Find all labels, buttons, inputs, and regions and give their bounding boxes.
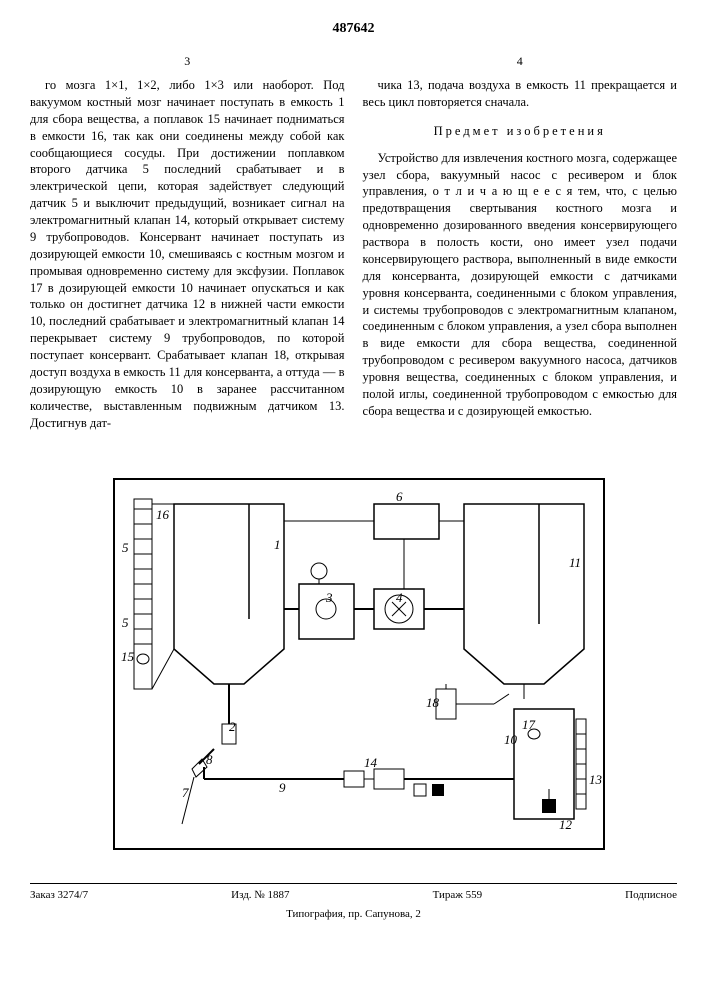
footer-row: Заказ 3274/7 Изд. № 1887 Тираж 559 Подпи… (30, 883, 677, 903)
footer-tirage: Тираж 559 (433, 888, 483, 903)
footer-order: Заказ 3274/7 (30, 888, 88, 903)
text-columns: 3 го мозга 1×1, 1×2, либо 1×3 или наобор… (30, 53, 677, 432)
left-col-num: 3 (30, 53, 345, 69)
svg-text:8: 8 (206, 752, 213, 767)
left-paragraph: го мозга 1×1, 1×2, либо 1×3 или наоборот… (30, 77, 345, 431)
claim-paragraph: Устройство для извлечения костного мозга… (363, 150, 678, 420)
svg-text:17: 17 (522, 717, 536, 732)
technical-diagram: 1 2 3 4 5 5 6 7 8 9 10 11 12 13 14 15 16… (74, 449, 634, 869)
svg-text:4: 4 (396, 590, 403, 605)
svg-text:6: 6 (396, 489, 403, 504)
svg-text:9: 9 (279, 780, 286, 795)
doc-number: 487642 (30, 20, 677, 39)
svg-text:13: 13 (589, 772, 603, 787)
left-column: 3 го мозга 1×1, 1×2, либо 1×3 или наобор… (30, 53, 345, 432)
svg-text:3: 3 (325, 590, 333, 605)
svg-text:2: 2 (229, 719, 236, 734)
svg-text:7: 7 (182, 785, 189, 800)
svg-text:5: 5 (122, 615, 129, 630)
svg-text:16: 16 (156, 507, 170, 522)
svg-text:18: 18 (426, 695, 440, 710)
svg-text:12: 12 (559, 817, 573, 832)
svg-text:1: 1 (274, 537, 281, 552)
svg-text:5: 5 (122, 540, 129, 555)
svg-text:14: 14 (364, 755, 378, 770)
footer-edition: Изд. № 1887 (231, 888, 289, 903)
footer-subscription: Подписное (625, 888, 677, 903)
svg-text:10: 10 (504, 732, 518, 747)
right-column: 4 чика 13, подача воздуха в емкость 11 п… (363, 53, 678, 432)
footer-typography: Типография, пр. Сапунова, 2 (30, 907, 677, 922)
svg-text:15: 15 (121, 649, 135, 664)
svg-text:11: 11 (569, 555, 581, 570)
subject-heading: Предмет изобретения (363, 123, 678, 140)
right-col-num: 4 (363, 53, 678, 69)
right-intro: чика 13, подача воздуха в емкость 11 пре… (363, 77, 678, 111)
